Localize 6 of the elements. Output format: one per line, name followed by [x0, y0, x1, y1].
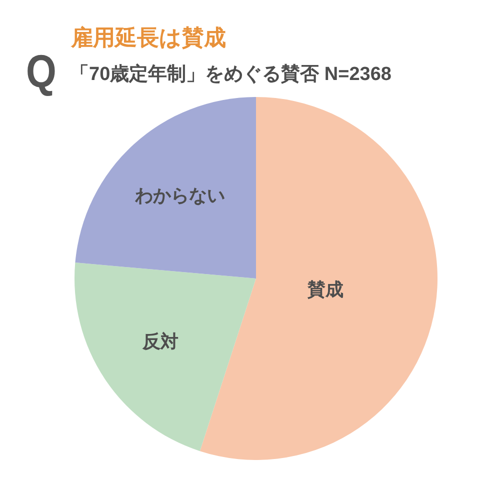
- slice-label: わからない: [134, 186, 226, 206]
- text: Q: [26, 46, 56, 98]
- chart-title: 雇用延長は賛成: [70, 25, 226, 50]
- slice-label: 反対: [142, 332, 179, 352]
- chart-subtitle: 「70歳定年制」をめぐる賛否 N=2368: [70, 63, 392, 85]
- slice-label: 賛成: [306, 280, 344, 300]
